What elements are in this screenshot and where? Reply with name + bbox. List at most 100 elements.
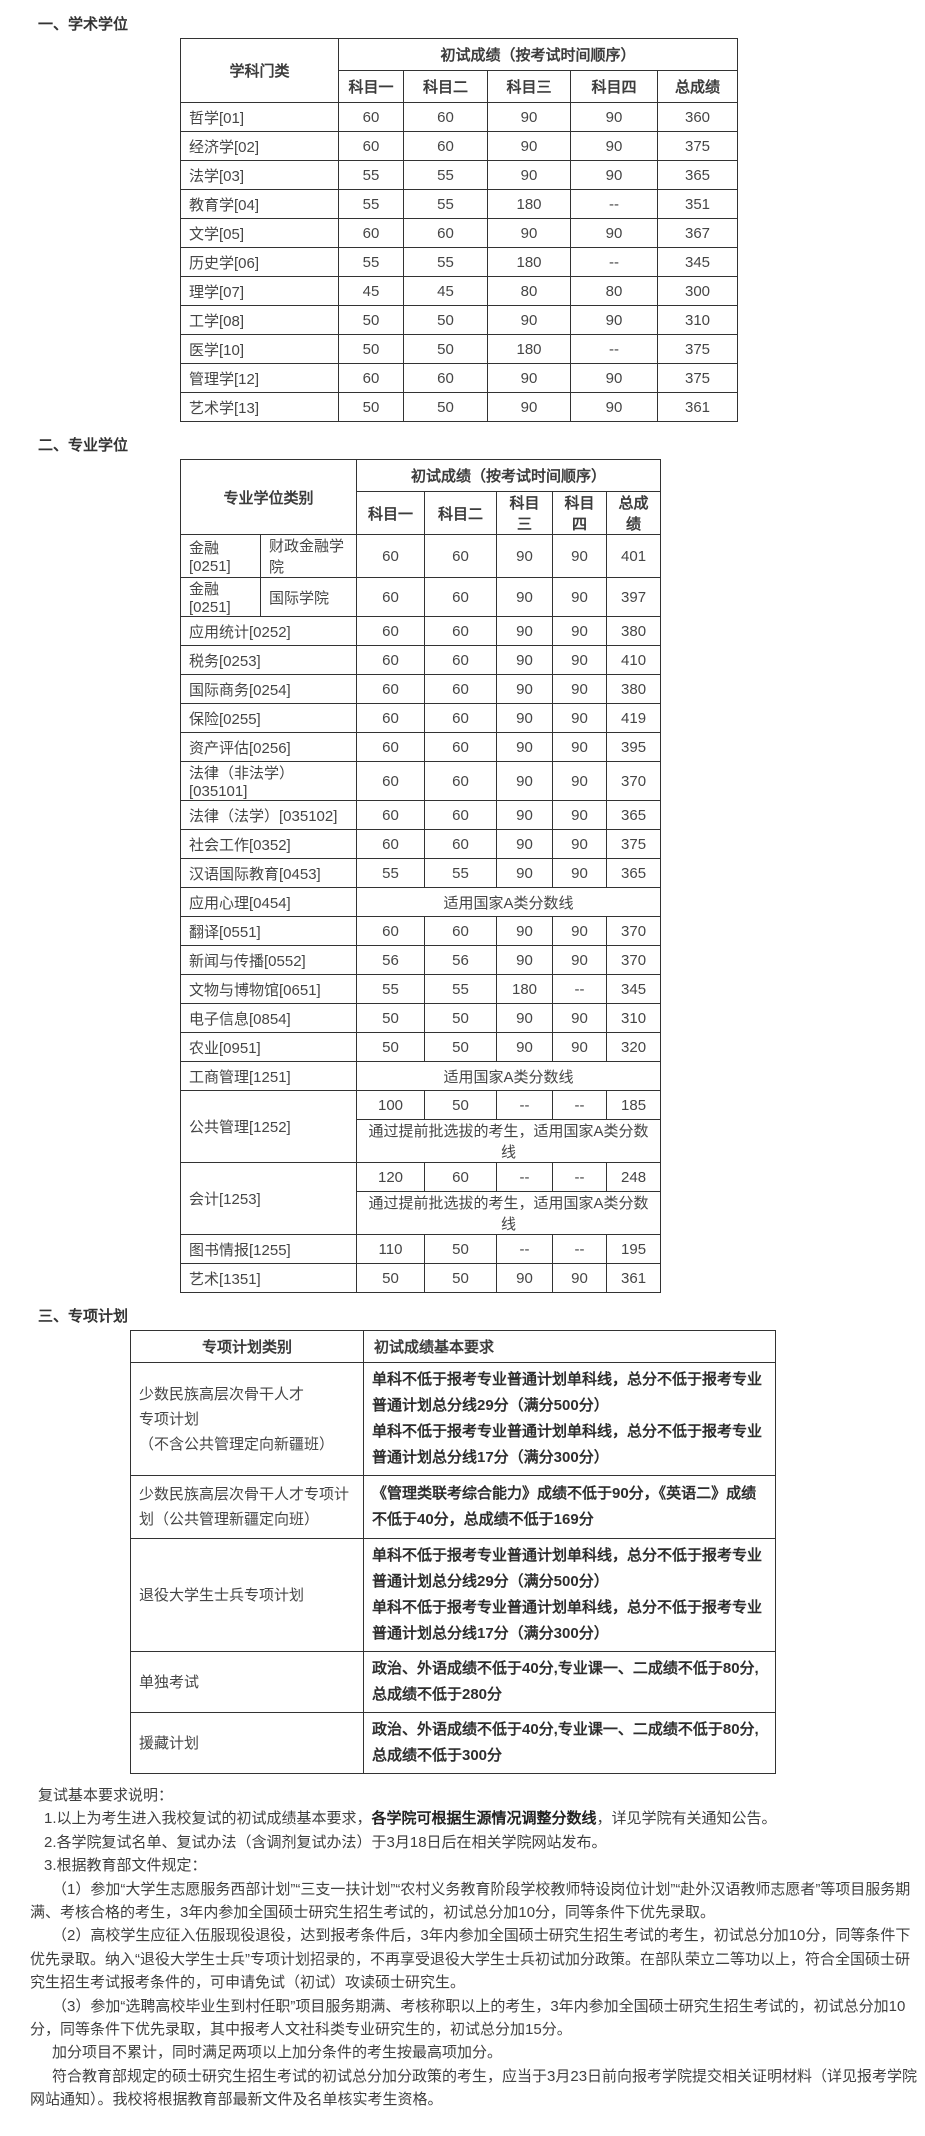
score-cell: 60 [424,674,498,704]
category-cell: 公共管理[1252] [179,1090,358,1163]
score-cell: 419 [606,703,662,733]
score-cell: 60 [356,577,426,617]
score-cell: 345 [606,974,662,1004]
score-cell: 90 [496,616,554,646]
discipline-cell: 管理学[12] [180,363,339,393]
table-row: 理学[07] 45 45 80 80 300 [180,276,739,306]
table-row: 援藏计划 政治、外语成绩不低于40分,专业课一、二成绩不低于80分,总成绩不低于3… [130,1712,776,1774]
table-row: 应用统计[0252] 60 60 90 90 380 [179,616,662,646]
score-cell: 361 [606,1263,662,1293]
score-cell: 90 [496,829,554,859]
table-row: 金融[0251] 国际学院 60 60 90 90 397 [180,577,662,617]
requirement-cell: 政治、外语成绩不低于40分,专业课一、二成绩不低于80分,总成绩不低于300分 [363,1712,776,1774]
score-cell: 370 [606,945,662,975]
score-cell: 50 [356,1003,426,1033]
score-cell: 320 [606,1032,662,1062]
score-cell: 50 [356,1032,426,1062]
score-cell: 55 [424,858,498,888]
score-cell: 90 [552,916,608,946]
note-bold-text: 各学院可根据生源情况调整分数线 [371,1810,597,1828]
score-cell: 55 [356,858,426,888]
score-cell: 90 [496,1263,554,1293]
score-cell: 60 [424,829,498,859]
table-row: 哲学[01] 60 60 90 90 360 [180,102,739,132]
score-cell: 60 [356,732,426,762]
score-cell: 50 [403,334,488,364]
table-row: 资产评估[0256] 60 60 90 90 395 [179,732,662,762]
category-cell: 法律（法学）[035102] [179,800,358,830]
note-paragraph: 符合教育部规定的硕士研究生招生考试的初试总分加分政策的考生，应当于3月23日前向… [30,2067,918,2109]
table-row: 公共管理[1252] 100 50 -- -- 185 [179,1090,662,1163]
score-cell: 90 [496,577,554,617]
table-row: 图书情报[1255] 110 50 -- -- 195 [179,1234,662,1264]
score-cell: 45 [338,276,404,306]
score-cell: 60 [403,218,488,248]
score-cell: 90 [496,761,554,801]
score-cell: 60 [424,732,498,762]
requirement-line: 单科不低于报考专业普通计划单科线，总分不低于报考专业普通计划总分线29分（满分5… [372,1371,763,1414]
score-cell: 50 [338,305,404,335]
requirement-line: 政治、外语成绩不低于40分,专业课一、二成绩不低于80分,总成绩不低于300分 [372,1721,759,1764]
score-cell: 90 [570,392,658,422]
score-cell: 360 [656,102,739,132]
score-cell: 90 [552,829,608,859]
score-cell: 60 [424,534,498,578]
table-row: 会计[1253] 120 60 -- -- 248 [179,1162,662,1235]
requirement-line: 单科不低于报考专业普通计划单科线，总分不低于报考专业普通计划总分线17分（满分3… [372,1599,763,1642]
score-cell: 60 [424,616,498,646]
category-cell: 法律（非法学）[035101] [179,761,358,801]
score-cell: 50 [424,1032,498,1062]
note-paragraph: 1.以上为考生进入我校复试的初试成绩基本要求，各学院可根据生源情况调整分数线，详… [44,1810,777,1828]
table-row: 工学[08] 50 50 90 90 310 [180,305,739,335]
score-cell: 90 [487,392,571,422]
score-cell: 80 [487,276,571,306]
score-cell: 90 [496,945,554,975]
note-paragraph: （1）参加“大学生志愿服务西部计划”“三支一扶计划”“农村义务教育阶段学校教师特… [30,1880,911,1922]
score-cell: 60 [338,363,404,393]
score-cell: 90 [496,1032,554,1062]
table-row: 法学[03] 55 55 90 90 365 [180,160,739,190]
score-cell: 410 [606,645,662,675]
score-cell: 100 [356,1090,426,1120]
table-row: 应用心理[0454] 适用国家A类分数线 [179,887,662,917]
discipline-cell: 哲学[01] [180,102,339,132]
table-row: 艺术[1351] 50 50 90 90 361 [179,1263,662,1293]
score-cell: 90 [552,732,608,762]
span-note-cell: 适用国家A类分数线 [356,1061,662,1091]
table-subheader-row: 科目一 科目二 科目三 科目四 总成绩 [181,491,662,535]
category-cell: 会计[1253] [179,1162,358,1235]
score-cell: 90 [496,703,554,733]
note-paragraph: 加分项目不累计，同时满足两项以上加分条件的考生按最高项加分。 [52,2044,503,2062]
column-header-discipline: 学科门类 [180,38,339,103]
category-cell: 翻译[0551] [179,916,358,946]
score-cell: 90 [496,645,554,675]
discipline-cell: 艺术学[13] [180,392,339,422]
score-cell: -- [496,1234,554,1264]
score-cell: 60 [356,674,426,704]
column-header-subject-2: 科目二 [424,491,498,535]
note-paragraph: 2.各学院复试名单、复试办法（含调剂复试办法）于3月18日后在相关学院网站发布。 [44,1833,607,1851]
academic-score-table: 学科门类 初试成绩（按考试时间顺序） 科目一 科目二 科目三 科目四 总成绩 哲… [180,38,739,422]
score-cell: 90 [552,800,608,830]
score-cell: 90 [570,160,658,190]
table-row: 国际商务[0254] 60 60 90 90 380 [179,674,662,704]
score-cell: 395 [606,732,662,762]
discipline-cell: 理学[07] [180,276,339,306]
score-cell: 180 [487,334,571,364]
score-cell: 90 [570,131,658,161]
score-cell: 90 [552,616,608,646]
score-cell: 55 [338,189,404,219]
table-row: 经济学[02] 60 60 90 90 375 [180,131,739,161]
score-cell: 90 [487,102,571,132]
score-cell: 365 [606,800,662,830]
score-cell: 90 [496,674,554,704]
category-cell: 汉语国际教育[0453] [179,858,358,888]
score-cell: 60 [403,102,488,132]
category-cell: 应用心理[0454] [179,887,358,917]
score-cell: 90 [552,858,608,888]
score-cell: 90 [552,674,608,704]
score-cell: 90 [552,645,608,675]
table-row: 艺术学[13] 50 50 90 90 361 [180,392,739,422]
table-row: 汉语国际教育[0453] 55 55 90 90 365 [179,858,662,888]
